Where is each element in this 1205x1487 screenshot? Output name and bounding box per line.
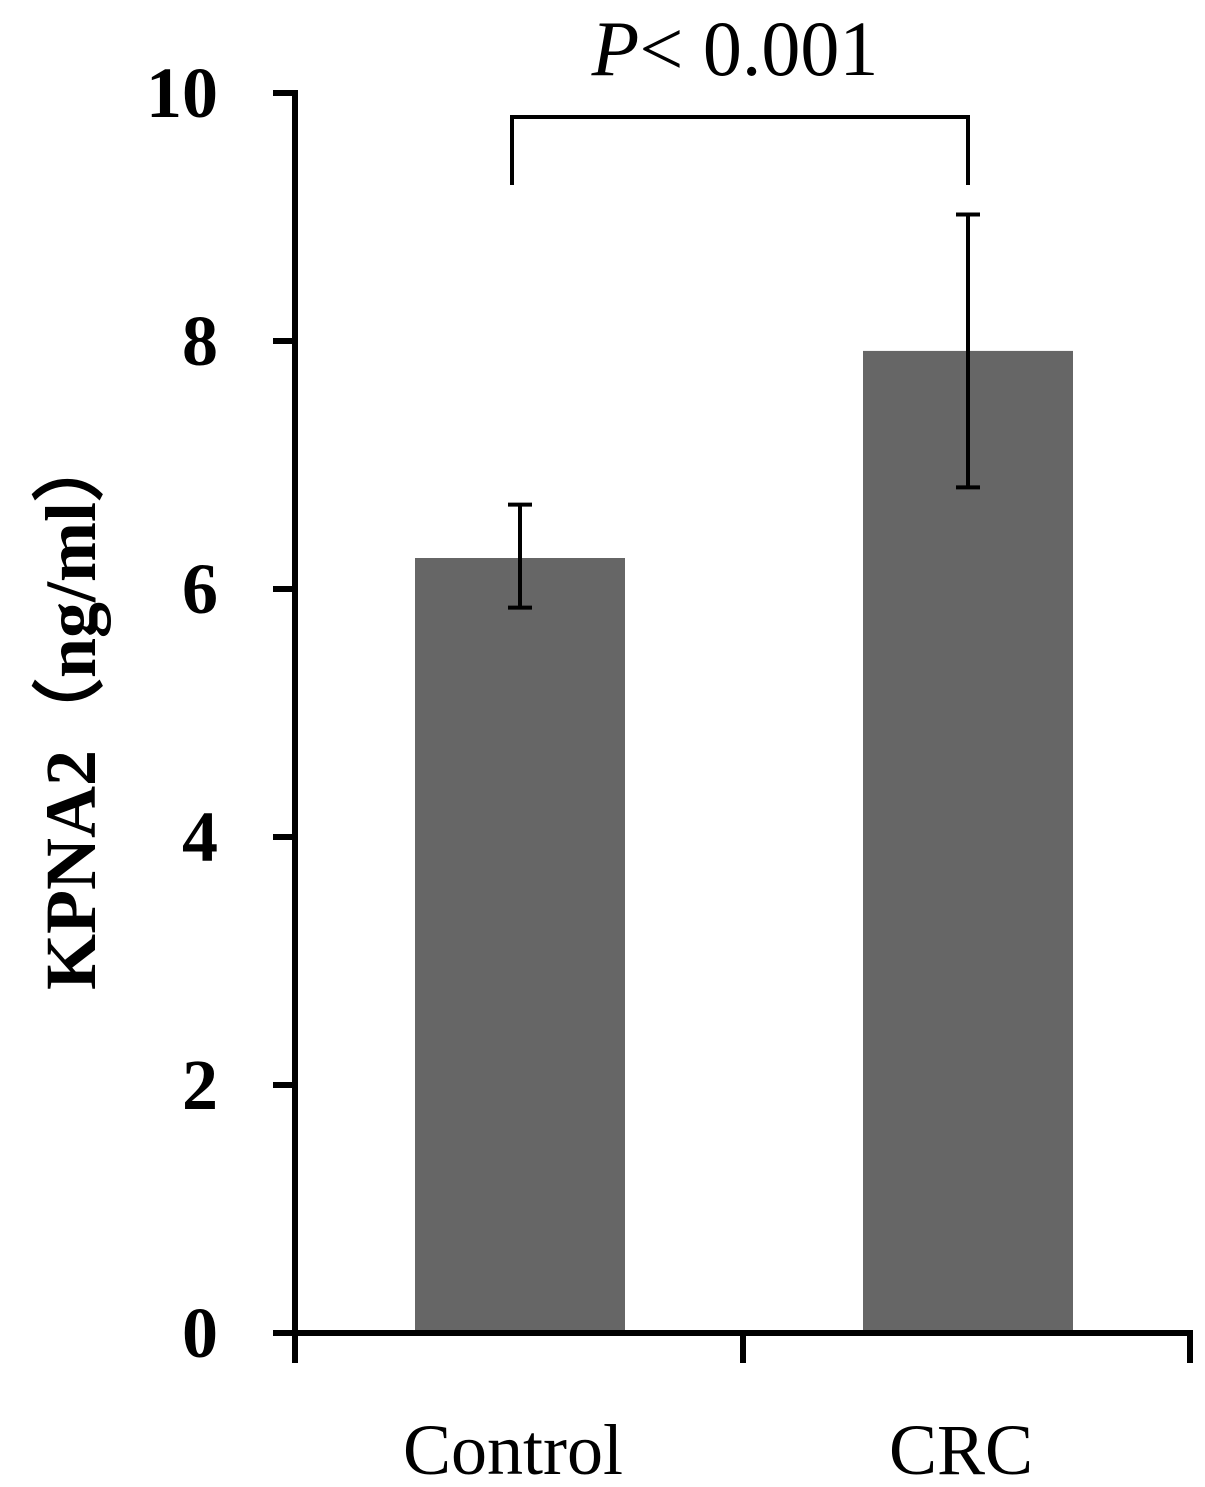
x-axis-ticks xyxy=(292,1333,1193,1363)
x-axis-category-labels: Control CRC xyxy=(403,1410,1033,1487)
error-bars xyxy=(508,212,980,610)
significance-label-rest: < 0.001 xyxy=(639,5,878,92)
error-bar-control xyxy=(508,502,532,610)
significance-label: P< 0.001 xyxy=(591,5,879,92)
bars xyxy=(415,350,1073,1333)
x-category-label: Control xyxy=(403,1410,623,1487)
significance-label-italic: P xyxy=(591,5,640,92)
y-tick-label: 0 xyxy=(182,1293,218,1373)
bar-crc xyxy=(863,350,1073,1333)
y-tick-label: 10 xyxy=(146,53,218,133)
significance-annotation: P< 0.001 xyxy=(510,5,970,185)
y-tick-label: 8 xyxy=(182,301,218,381)
y-axis-ticks: 0 2 4 6 8 10 xyxy=(146,53,295,1373)
y-tick-label: 4 xyxy=(182,797,218,877)
significance-bracket xyxy=(510,115,970,185)
x-category-label: CRC xyxy=(889,1410,1033,1487)
y-axis-title: KPNA2（ng/ml） xyxy=(31,430,111,990)
y-tick-label: 2 xyxy=(182,1045,218,1125)
error-bar-crc xyxy=(956,212,980,490)
y-tick-label: 6 xyxy=(182,549,218,629)
bar-control xyxy=(415,558,625,1333)
